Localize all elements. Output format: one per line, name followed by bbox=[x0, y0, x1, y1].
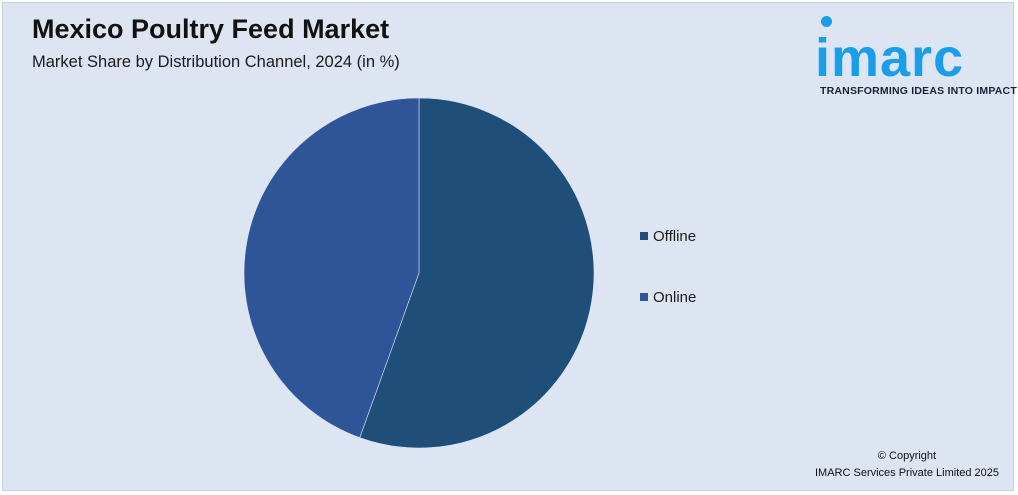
imarc-logo: imarc TRANSFORMING IDEAS INTO IMPACT bbox=[815, 13, 1017, 99]
chart-subtitle: Market Share by Distribution Channel, 20… bbox=[32, 53, 400, 71]
legend-swatch-offline bbox=[640, 232, 648, 240]
copyright-line-2: IMARC Services Private Limited 2025 bbox=[814, 467, 999, 479]
logo-dot-icon bbox=[821, 16, 832, 27]
legend-label-offline: Offline bbox=[653, 227, 697, 245]
pie-slice-offline bbox=[359, 97, 595, 449]
pie-slice-online bbox=[243, 97, 420, 439]
legend-item-online: Online bbox=[640, 286, 696, 308]
copyright-notice: © Copyright IMARC Services Private Limit… bbox=[815, 448, 999, 482]
legend-swatch-online bbox=[640, 293, 648, 301]
copyright-line-1: © Copyright bbox=[877, 450, 937, 462]
logo-wordmark: imarc bbox=[815, 28, 965, 88]
pie-chart bbox=[243, 97, 595, 449]
logo-tagline: TRANSFORMING IDEAS INTO IMPACT bbox=[820, 85, 1017, 97]
chart-legend: Offline Online bbox=[640, 225, 696, 347]
legend-item-offline: Offline bbox=[640, 225, 696, 247]
legend-label-online: Online bbox=[653, 288, 697, 306]
chart-title: Mexico Poultry Feed Market bbox=[32, 14, 390, 44]
